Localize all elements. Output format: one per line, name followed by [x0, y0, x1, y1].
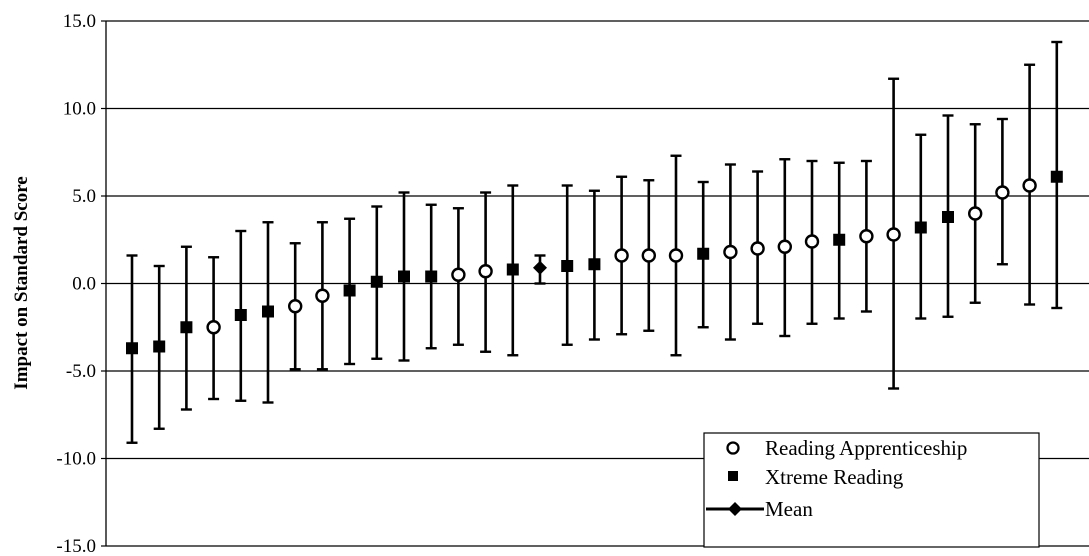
point-reading-apprenticeship [451, 267, 466, 282]
legend-open-circle-icon [726, 441, 740, 455]
point-reading-apprenticeship [206, 320, 221, 335]
y-tick-label: 5.0 [72, 186, 96, 207]
point-reading-apprenticeship [614, 248, 629, 263]
y-tick-label: 15.0 [63, 11, 96, 32]
data-markers [126, 170, 1063, 355]
point-xtreme-reading [180, 321, 193, 334]
gridlines [101, 20, 1089, 547]
point-reading-apprenticeship [668, 248, 684, 263]
point-xtreme-reading [234, 309, 247, 321]
point-xtreme-reading [370, 275, 383, 288]
point-xtreme-reading [262, 305, 274, 318]
point-reading-apprenticeship [859, 229, 874, 244]
point-reading-apprenticeship [288, 299, 303, 314]
point-xtreme-reading [942, 211, 954, 223]
y-tick-labels: 15.0 10.0 5.0 0.0 -5.0 -10.0 -15.0 [56, 11, 96, 556]
point-xtreme-reading [697, 247, 710, 260]
point-xtreme-reading [343, 284, 356, 297]
legend-box [703, 432, 1040, 548]
legend-label-xtreme-reading: Xtreme Reading [765, 465, 904, 489]
point-reading-apprenticeship [886, 227, 901, 242]
point-xtreme-reading [561, 260, 574, 272]
y-axis-label: Impact on Standard Score [11, 176, 32, 389]
point-reading-apprenticeship [750, 241, 765, 256]
point-xtreme-reading [126, 342, 138, 355]
point-xtreme-reading [398, 270, 410, 283]
y-tick-label: 0.0 [72, 274, 96, 295]
legend-filled-square-icon [728, 471, 738, 481]
y-tick-label: -10.0 [56, 449, 96, 470]
point-reading-apprenticeship [995, 185, 1010, 200]
error-bars [126, 40, 1063, 444]
point-xtreme-reading [588, 258, 601, 271]
point-xtreme-reading [153, 340, 166, 353]
point-xtreme-reading [833, 233, 846, 246]
y-tick-label: 10.0 [63, 99, 96, 120]
point-mean [533, 260, 547, 275]
point-reading-apprenticeship [777, 239, 792, 254]
point-reading-apprenticeship [968, 206, 983, 221]
point-reading-apprenticeship [723, 244, 738, 260]
point-xtreme-reading [425, 270, 438, 283]
point-xtreme-reading [1050, 170, 1063, 183]
y-tick-label: -5.0 [66, 361, 96, 382]
legend: Reading Apprenticeship Xtreme Reading Me… [703, 432, 1040, 548]
point-reading-apprenticeship [804, 234, 820, 249]
point-reading-apprenticeship [1022, 178, 1037, 193]
y-tick-label: -15.0 [56, 536, 96, 556]
point-reading-apprenticeship [478, 264, 493, 279]
point-reading-apprenticeship [641, 248, 656, 263]
point-xtreme-reading [914, 221, 927, 234]
point-xtreme-reading [506, 263, 519, 276]
legend-label-mean: Mean [765, 497, 813, 521]
legend-diamond-icon [728, 502, 742, 516]
legend-label-reading-apprenticeship: Reading Apprenticeship [765, 436, 967, 460]
point-reading-apprenticeship [315, 288, 330, 303]
